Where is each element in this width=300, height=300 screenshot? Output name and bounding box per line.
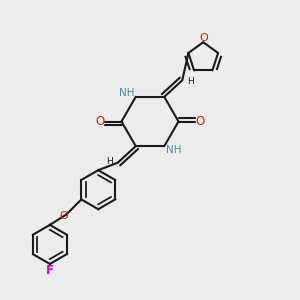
Text: H: H <box>106 157 113 166</box>
Text: NH: NH <box>119 88 134 98</box>
Text: O: O <box>196 115 205 128</box>
Text: F: F <box>46 264 54 277</box>
Text: O: O <box>59 211 68 221</box>
Text: NH: NH <box>166 145 181 155</box>
Text: H: H <box>187 77 194 86</box>
Text: O: O <box>199 33 208 43</box>
Text: O: O <box>95 115 104 128</box>
